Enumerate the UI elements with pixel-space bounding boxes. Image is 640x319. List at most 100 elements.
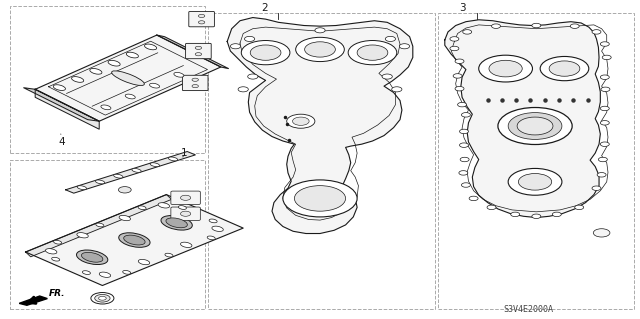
Text: 1: 1 (180, 148, 187, 158)
Circle shape (250, 45, 281, 60)
Polygon shape (19, 296, 47, 305)
Circle shape (230, 44, 241, 49)
Circle shape (600, 75, 609, 79)
Circle shape (508, 113, 562, 139)
Ellipse shape (114, 174, 123, 178)
Circle shape (238, 87, 248, 92)
Circle shape (192, 85, 198, 88)
Circle shape (455, 59, 464, 63)
Ellipse shape (174, 72, 184, 77)
Ellipse shape (165, 253, 173, 257)
Circle shape (592, 30, 601, 34)
Ellipse shape (125, 94, 135, 99)
Bar (208, 13, 435, 309)
Circle shape (600, 121, 609, 125)
Ellipse shape (99, 272, 111, 278)
Circle shape (532, 23, 541, 28)
Circle shape (479, 55, 532, 82)
Circle shape (192, 78, 198, 81)
Ellipse shape (126, 52, 138, 58)
Ellipse shape (161, 216, 192, 230)
Circle shape (450, 37, 459, 41)
Circle shape (99, 296, 106, 300)
Polygon shape (157, 35, 228, 69)
Circle shape (198, 21, 205, 24)
Circle shape (460, 143, 468, 147)
Ellipse shape (52, 257, 60, 261)
Bar (438, 13, 634, 309)
Circle shape (461, 183, 470, 187)
Circle shape (296, 37, 344, 62)
Ellipse shape (138, 259, 150, 265)
Ellipse shape (150, 163, 159, 167)
Circle shape (489, 60, 522, 77)
Ellipse shape (180, 242, 192, 248)
Circle shape (455, 86, 464, 91)
Circle shape (283, 180, 357, 217)
Polygon shape (26, 195, 243, 286)
Circle shape (399, 44, 410, 49)
Circle shape (598, 157, 607, 162)
Circle shape (600, 106, 609, 111)
Ellipse shape (132, 168, 141, 172)
Ellipse shape (96, 223, 104, 227)
Ellipse shape (111, 71, 145, 85)
Ellipse shape (54, 240, 61, 244)
Polygon shape (24, 88, 99, 121)
Ellipse shape (95, 180, 105, 184)
Circle shape (517, 117, 553, 135)
Circle shape (498, 108, 572, 145)
Ellipse shape (119, 233, 150, 247)
Circle shape (305, 42, 335, 57)
Text: 3: 3 (460, 3, 466, 13)
Circle shape (248, 74, 258, 79)
Ellipse shape (179, 206, 186, 209)
Circle shape (315, 28, 325, 33)
Ellipse shape (209, 219, 217, 223)
Ellipse shape (72, 77, 84, 82)
Circle shape (600, 142, 609, 146)
FancyBboxPatch shape (171, 207, 200, 220)
Circle shape (292, 117, 309, 125)
Circle shape (469, 196, 478, 201)
Circle shape (600, 42, 609, 46)
Text: FR.: FR. (49, 289, 65, 298)
Circle shape (95, 294, 110, 302)
Ellipse shape (53, 85, 65, 91)
Ellipse shape (166, 218, 188, 228)
Text: 2: 2 (261, 3, 268, 13)
Circle shape (532, 214, 541, 219)
Polygon shape (445, 20, 600, 218)
Circle shape (357, 45, 388, 60)
Circle shape (460, 157, 469, 162)
Ellipse shape (81, 252, 103, 262)
FancyBboxPatch shape (189, 11, 214, 27)
Circle shape (487, 205, 496, 210)
Polygon shape (227, 18, 413, 234)
Circle shape (570, 24, 579, 28)
Circle shape (602, 55, 611, 60)
Ellipse shape (150, 83, 159, 88)
Ellipse shape (212, 226, 223, 232)
Bar (10, 160, 205, 309)
FancyBboxPatch shape (171, 191, 200, 204)
Ellipse shape (101, 105, 111, 110)
Circle shape (294, 186, 346, 211)
Circle shape (287, 114, 315, 128)
Circle shape (549, 61, 580, 76)
Circle shape (492, 24, 500, 28)
Circle shape (450, 46, 459, 51)
Ellipse shape (138, 206, 146, 210)
Ellipse shape (124, 235, 145, 245)
Polygon shape (26, 195, 172, 257)
Circle shape (348, 41, 397, 65)
Circle shape (540, 56, 589, 81)
Circle shape (458, 102, 467, 107)
Circle shape (244, 36, 255, 41)
FancyBboxPatch shape (182, 75, 208, 91)
Ellipse shape (158, 203, 170, 208)
Polygon shape (35, 35, 221, 121)
Ellipse shape (168, 157, 178, 161)
Circle shape (385, 36, 396, 41)
Circle shape (198, 14, 205, 18)
